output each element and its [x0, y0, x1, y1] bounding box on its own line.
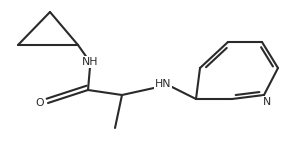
Text: N: N	[263, 97, 271, 107]
Text: NH: NH	[82, 57, 98, 67]
Text: HN: HN	[155, 79, 171, 89]
Text: O: O	[36, 98, 44, 108]
